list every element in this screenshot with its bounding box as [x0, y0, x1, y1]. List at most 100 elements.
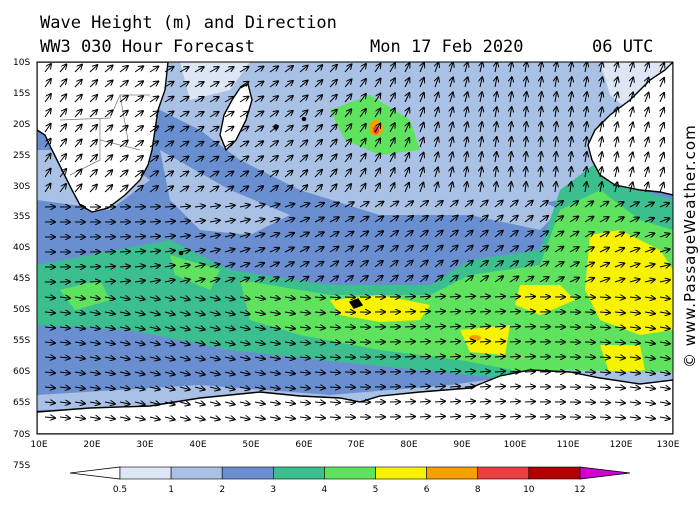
wave-arrow: [629, 402, 640, 403]
wave-arrow: [284, 111, 293, 118]
wave-arrow: [509, 401, 520, 402]
wave-arrow: [569, 201, 578, 208]
wave-arrow: [374, 139, 380, 148]
wave-arrow: [239, 263, 249, 267]
wave-arrow: [239, 205, 250, 207]
wave-arrow: [269, 126, 278, 133]
wave-arrow: [89, 372, 100, 374]
wave-arrow: [194, 127, 204, 133]
wave-arrow: [104, 110, 113, 118]
wave-arrow: [540, 107, 542, 118]
wave-arrow: [359, 154, 366, 163]
wave-arrow: [614, 312, 625, 313]
wave-arrow: [599, 402, 610, 403]
wave-arrow: [494, 371, 505, 372]
wave-arrow: [59, 402, 70, 403]
wave-arrow: [344, 202, 354, 208]
legend-label: 6: [424, 485, 430, 495]
wave-arrow: [209, 112, 219, 118]
lon-label: 90E: [453, 440, 470, 450]
wave-arrow: [269, 357, 280, 359]
lon-label: 60E: [295, 440, 312, 450]
wave-arrow: [420, 93, 424, 103]
wave-arrow: [555, 137, 556, 148]
wave-arrow: [524, 231, 533, 238]
lat-label: 35S: [13, 212, 30, 222]
wave-arrow: [465, 62, 468, 73]
wave-arrow: [629, 372, 640, 373]
wave-arrow: [179, 186, 188, 193]
wave-arrow: [374, 202, 383, 208]
wave-arrow: [510, 92, 512, 103]
wave-arrow: [74, 80, 82, 88]
wave-arrow: [659, 342, 670, 344]
wave-arrow: [419, 216, 428, 223]
wave-arrow: [659, 417, 670, 419]
wave-arrow: [164, 265, 175, 267]
wave-arrow: [269, 81, 278, 88]
wave-arrow: [359, 184, 366, 193]
wave-arrow: [555, 152, 556, 163]
wave-arrow: [74, 155, 82, 163]
wave-arrow: [314, 140, 322, 148]
wave-arrow: [194, 327, 205, 330]
wave-arrow: [104, 185, 112, 193]
wave-arrow: [420, 183, 423, 193]
wave-arrow: [74, 372, 85, 374]
wave-arrow: [164, 357, 175, 360]
wave-arrow: [119, 96, 128, 103]
wave-arrow: [314, 357, 325, 358]
wave-arrow: [314, 387, 325, 388]
wave-arrow: [435, 108, 438, 118]
wave-arrow: [389, 183, 395, 193]
wave-arrow: [404, 342, 415, 343]
wave-arrow: [615, 92, 618, 103]
wave-arrow: [209, 357, 220, 360]
wave-arrow: [569, 247, 579, 253]
wave-arrow: [495, 167, 497, 178]
wave-arrow: [494, 356, 505, 357]
wave-arrow: [284, 233, 294, 237]
lat-label: 45S: [13, 274, 30, 284]
wave-arrow: [404, 297, 415, 298]
wave-arrow: [314, 110, 322, 118]
wave-arrow: [44, 169, 51, 178]
wave-arrow: [284, 372, 295, 374]
wave-arrow: [645, 63, 649, 73]
wave-arrow: [254, 82, 263, 88]
wave-arrow: [449, 261, 458, 268]
legend-label: 0.5: [113, 485, 127, 495]
wave-arrow: [525, 152, 526, 163]
wave-arrow: [224, 220, 235, 222]
wave-arrow: [570, 167, 571, 178]
wave-arrow: [509, 416, 520, 417]
latitude-axis: 10S 15S 20S 25S 30S 35S 40S 45S 50S 55S …: [13, 58, 30, 471]
wave-arrow: [209, 387, 220, 390]
wave-arrow: [449, 201, 458, 208]
wave-arrow: [299, 297, 310, 298]
wave-arrow: [89, 402, 100, 404]
wave-arrow: [509, 276, 518, 283]
wave-arrow: [554, 231, 563, 238]
wave-arrow: [404, 63, 410, 73]
wave-arrow: [614, 297, 625, 298]
wave-arrow: [389, 78, 395, 88]
wave-arrow: [344, 261, 353, 268]
wave-arrow: [329, 170, 337, 178]
wave-arrow: [344, 64, 352, 73]
wave-arrow: [585, 137, 587, 148]
wave-arrow: [419, 311, 430, 312]
wave-arrow: [134, 156, 143, 163]
wave-arrow: [179, 279, 190, 282]
wave-arrow: [585, 92, 587, 103]
wave-arrow: [239, 127, 248, 133]
wave-arrow: [149, 327, 160, 330]
wave-arrow: [149, 96, 158, 103]
wave-arrow: [284, 387, 295, 389]
wave-arrow: [450, 77, 453, 88]
wave-arrow: [209, 172, 218, 178]
wave-arrow: [464, 216, 473, 223]
wave-arrow: [239, 312, 250, 314]
wave-arrow: [164, 112, 173, 118]
wave-arrow: [89, 312, 100, 314]
